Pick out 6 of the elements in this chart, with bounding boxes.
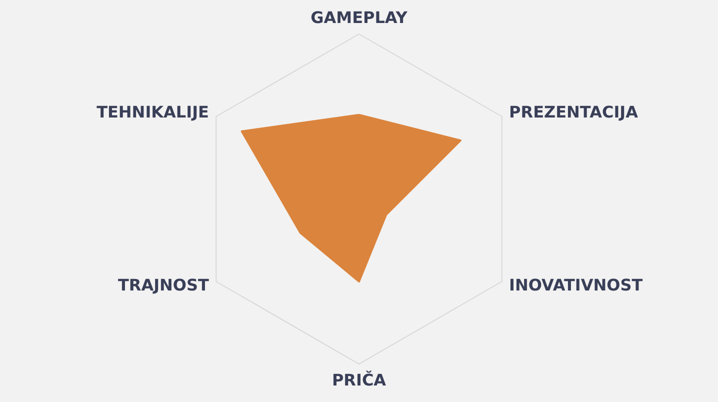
spoke-label: TRAJNOST <box>118 276 210 295</box>
spoke-label: GAMEPLAY <box>310 8 408 27</box>
spoke-label: PREZENTACIJA <box>509 102 639 122</box>
spoke-label: INOVATIVNOST <box>509 276 643 295</box>
spoke-label: TEHNIKALIJE <box>96 102 209 122</box>
spoke-label: PRIČA <box>332 370 387 390</box>
